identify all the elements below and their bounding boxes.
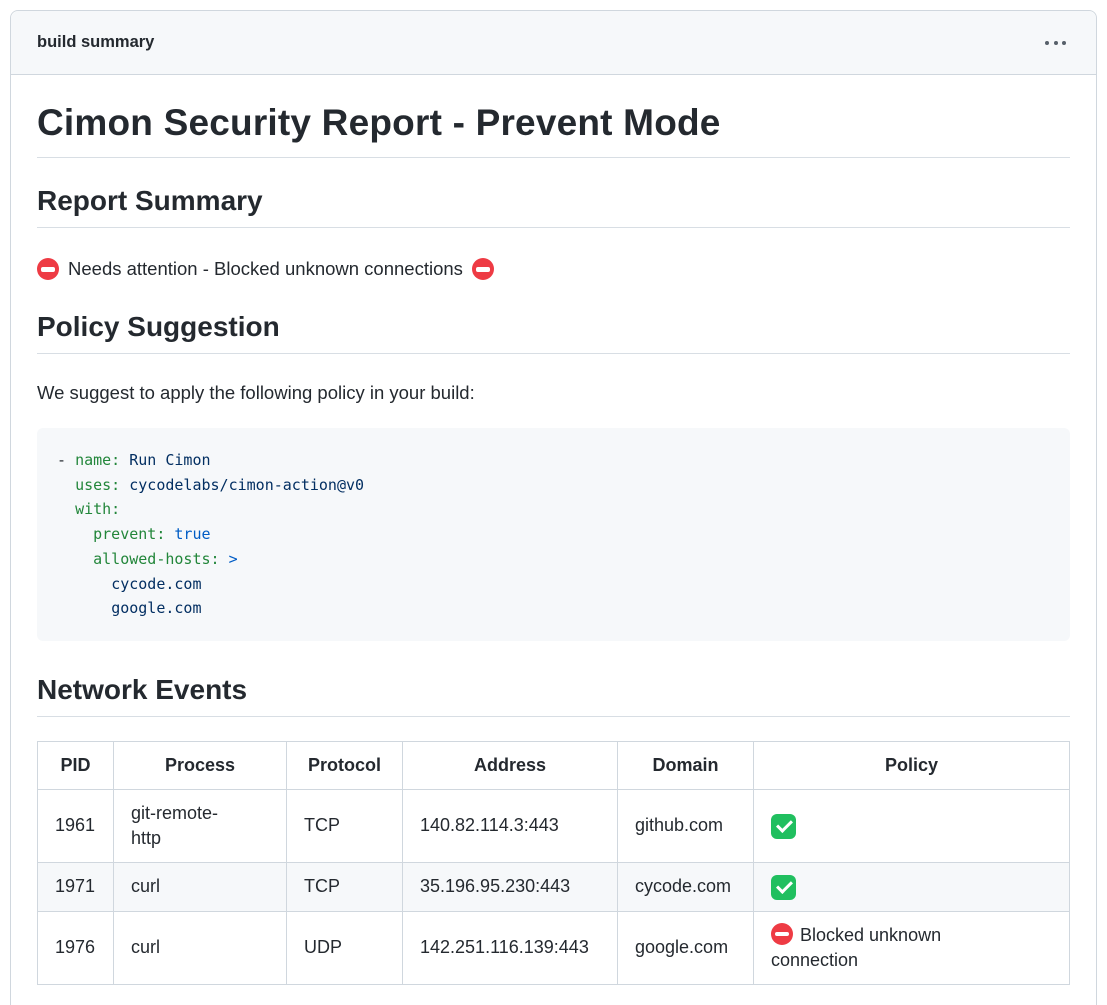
report-summary-heading: Report Summary (37, 184, 1070, 228)
cell-pid: 1976 (37, 910, 114, 985)
cell-domain: cycode.com (617, 861, 754, 912)
report-content: Cimon Security Report - Prevent Mode Rep… (11, 75, 1096, 985)
cell-domain: google.com (617, 910, 754, 985)
cell-address: 35.196.95.230:443 (402, 861, 618, 912)
col-header-policy: Policy (753, 740, 1070, 790)
cell-pid: 1961 (37, 788, 114, 863)
cell-process: curl (113, 910, 287, 985)
network-events-table: PID Process Protocol Address Domain Poli… (37, 740, 1070, 985)
cell-protocol: UDP (286, 910, 403, 985)
status-text: Needs attention - Blocked unknown connec… (68, 258, 463, 279)
page-title: Cimon Security Report - Prevent Mode (37, 101, 1070, 158)
policy-code-block: - name: Run Cimon uses: cycodelabs/cimon… (37, 428, 1070, 641)
cell-policy (753, 788, 1070, 863)
no-entry-icon (771, 922, 793, 945)
table-row: 1971 curl TCP 35.196.95.230:443 cycode.c… (37, 861, 1070, 912)
col-header-process: Process (113, 740, 287, 790)
card-header: build summary (11, 11, 1096, 75)
cell-address: 142.251.116.139:443 (402, 910, 618, 985)
cell-pid: 1971 (37, 861, 114, 912)
table-row: 1976 curl UDP 142.251.116.139:443 google… (37, 910, 1070, 985)
cell-process: git-remote-http (113, 788, 287, 863)
col-header-domain: Domain (617, 740, 754, 790)
table-header-row: PID Process Protocol Address Domain Poli… (37, 740, 1070, 790)
card-title: build summary (37, 33, 155, 51)
code-line: prevent: true (93, 525, 211, 544)
build-summary-card: build summary Cimon Security Report - Pr… (10, 10, 1097, 1005)
cell-policy (753, 861, 1070, 912)
code-line: with: (75, 500, 121, 519)
cell-protocol: TCP (286, 788, 403, 863)
code-line: allowed-hosts: > (93, 549, 238, 568)
check-icon (771, 813, 796, 839)
cell-address: 140.82.114.3:443 (402, 788, 618, 863)
col-header-address: Address (402, 740, 618, 790)
col-header-protocol: Protocol (286, 740, 403, 790)
table-row: 1961 git-remote-http TCP 140.82.114.3:44… (37, 788, 1070, 863)
policy-blocked-label: Blocked unknown connection (771, 924, 942, 970)
code-line: uses: cycodelabs/cimon-action@v0 (75, 475, 365, 494)
code-line: - name: Run Cimon (57, 451, 211, 469)
code-line: cycode.com (111, 574, 202, 593)
cell-process: curl (113, 861, 287, 912)
cell-domain: github.com (617, 788, 754, 863)
status-line: Needs attention - Blocked unknown connec… (37, 258, 1070, 280)
check-icon (771, 874, 796, 900)
policy-suggestion-heading: Policy Suggestion (37, 310, 1070, 354)
no-entry-icon (471, 258, 494, 280)
no-entry-icon (37, 258, 59, 280)
policy-intro-text: We suggest to apply the following policy… (37, 382, 475, 403)
code-line: google.com (111, 599, 202, 618)
cell-protocol: TCP (286, 861, 403, 912)
col-header-pid: PID (37, 740, 114, 790)
network-events-heading: Network Events (37, 673, 1070, 717)
kebab-menu-icon[interactable] (1043, 35, 1068, 51)
cell-policy: Blocked unknown connection (753, 910, 1070, 985)
